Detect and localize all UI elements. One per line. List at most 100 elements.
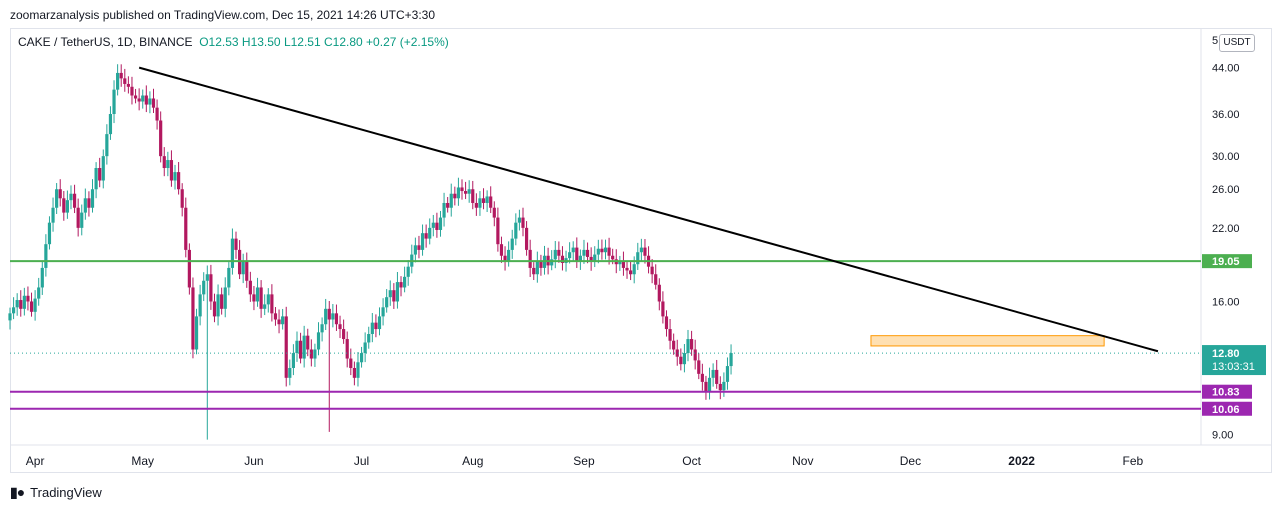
candle-body <box>639 247 643 253</box>
candle-body <box>198 294 202 317</box>
candle-body <box>607 247 611 256</box>
candle-body <box>661 301 665 317</box>
candle-body <box>675 349 679 357</box>
candle-body <box>22 295 26 309</box>
candle-body <box>589 256 593 262</box>
y-tick-label: 22.00 <box>1212 223 1240 235</box>
candle-body <box>395 282 400 302</box>
candle-body <box>324 308 328 325</box>
candle-body <box>112 89 116 115</box>
candle-body <box>169 160 174 181</box>
candle-body <box>463 191 468 194</box>
candle-body <box>137 98 141 102</box>
level-tag <box>1202 254 1252 269</box>
candle-body <box>33 298 37 312</box>
candle-body <box>94 168 98 190</box>
candle-body <box>194 316 199 350</box>
x-tick-label: Nov <box>792 454 813 468</box>
candle-body <box>593 254 597 262</box>
candle-body <box>650 266 654 275</box>
candle-body <box>69 193 73 201</box>
candle-body <box>284 316 288 378</box>
x-tick-label: 2022 <box>1008 454 1035 468</box>
change-value: +0.27 (+2.15%) <box>366 35 449 49</box>
candle-body <box>173 172 177 181</box>
candle-body <box>532 267 536 275</box>
y-tick-label: 26.00 <box>1212 184 1240 196</box>
symbol-name[interactable]: CAKE / TetherUS, 1D, BINANCE <box>18 35 193 49</box>
candle-body <box>11 307 16 314</box>
candle-body <box>241 261 245 275</box>
level-tag-label: 10.83 <box>1212 387 1240 399</box>
footer: ▮● TradingView <box>10 484 102 501</box>
candle-body <box>80 212 84 228</box>
candle-body <box>133 95 138 99</box>
candle-body <box>370 322 374 335</box>
candle-body <box>162 156 166 169</box>
candle-body <box>288 367 292 378</box>
candle-body <box>449 193 453 208</box>
candle-body <box>600 248 604 253</box>
tradingview-logo-icon: ▮● <box>10 484 25 500</box>
y-tick-label: 9.00 <box>1212 429 1233 441</box>
candle-body <box>718 383 722 391</box>
candle-body <box>101 156 105 181</box>
candle-body <box>356 362 360 378</box>
candle-body <box>270 294 274 314</box>
candle-body <box>453 193 457 199</box>
candle-body <box>553 249 557 260</box>
candle-body <box>582 249 586 256</box>
candle-body <box>277 319 281 325</box>
symbol-legend: CAKE / TetherUS, 1D, BINANCE O12.53 H13.… <box>18 35 449 49</box>
candle-body <box>381 307 385 317</box>
x-tick-label: Jun <box>244 454 263 468</box>
candle-body <box>557 249 561 256</box>
supply-zone[interactable] <box>870 335 1105 347</box>
candle-body <box>499 244 504 256</box>
candle-body <box>424 233 428 239</box>
candle-body <box>83 198 87 213</box>
level-tag-label: 19.05 <box>1212 256 1240 268</box>
candle-body <box>40 267 44 288</box>
candle-body <box>672 340 676 350</box>
candle-body <box>611 255 615 260</box>
candle-body <box>26 295 30 302</box>
last-price-tag <box>1202 345 1266 376</box>
candle-body <box>632 264 636 275</box>
x-tick-label: May <box>131 454 154 468</box>
candle-body <box>331 313 335 320</box>
candle-body <box>420 233 425 250</box>
candle-body <box>72 193 77 208</box>
candle-body <box>399 282 403 288</box>
candle-body <box>212 301 217 317</box>
last-price-label: 12.80 <box>1212 348 1240 360</box>
candle-body <box>585 249 590 257</box>
trend-line[interactable] <box>138 66 1159 353</box>
candle-body <box>707 377 712 393</box>
y-tick-label: 5 <box>1212 35 1218 47</box>
candle-body <box>417 245 421 250</box>
candle-body <box>679 356 683 365</box>
y-tick-label: 16.00 <box>1212 296 1240 308</box>
candle-body <box>209 274 213 302</box>
candle-body <box>105 134 109 157</box>
candle-body <box>87 198 91 208</box>
candle-body <box>535 261 539 275</box>
x-tick-label: Apr <box>26 454 45 468</box>
candle-body <box>144 95 148 105</box>
level-tag <box>1202 384 1252 399</box>
currency-button[interactable]: USDT <box>1219 34 1255 52</box>
candle-body <box>44 244 48 268</box>
candle-body <box>715 369 719 384</box>
candle-body <box>295 340 299 354</box>
candle-body <box>621 261 626 268</box>
candle-body <box>528 249 532 268</box>
candle-body <box>263 304 267 309</box>
candle-body <box>428 227 432 239</box>
candle-body <box>58 189 62 199</box>
candle-body <box>725 366 730 382</box>
candle-body <box>345 339 349 359</box>
candle-body <box>37 287 41 299</box>
candle-body <box>291 353 296 368</box>
